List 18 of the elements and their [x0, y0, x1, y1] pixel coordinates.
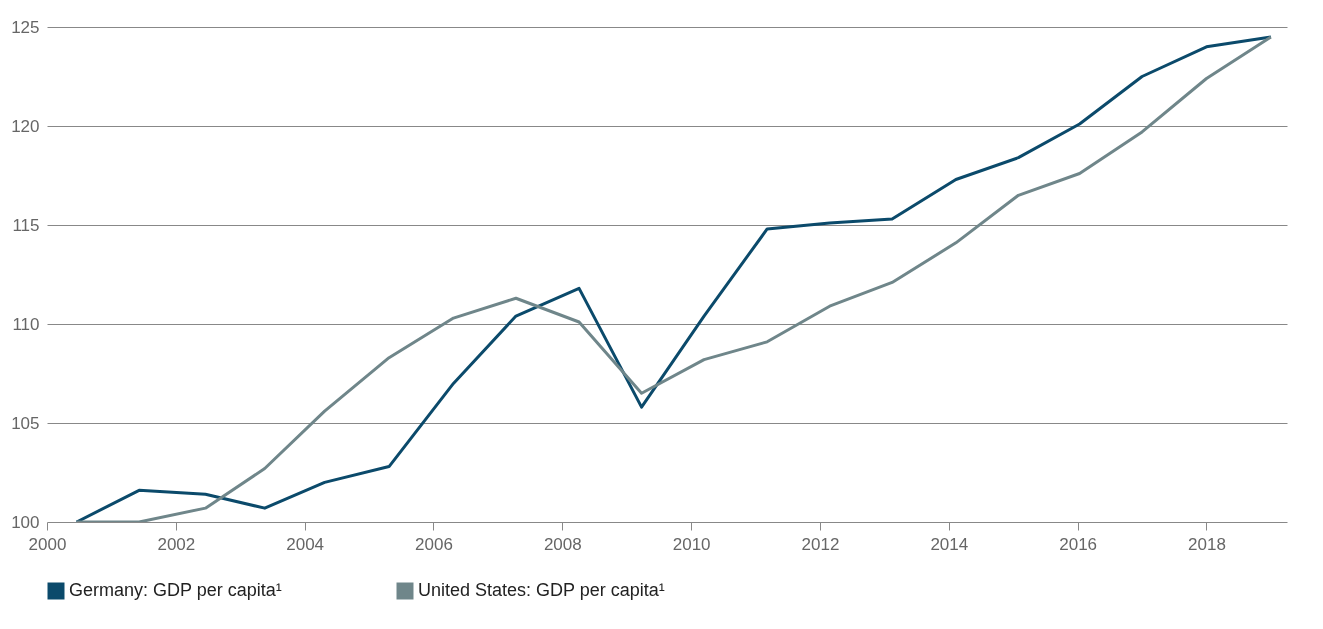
y-tick-label: 115: [12, 215, 40, 235]
x-tick-label: 2002: [157, 534, 196, 554]
x-tick-label: 2014: [930, 534, 969, 554]
legend-label: United States: GDP per capita¹: [418, 580, 665, 600]
y-tick-label: 110: [12, 314, 40, 334]
x-tick-label: 2018: [1188, 534, 1226, 554]
x-tick-label: 2006: [415, 534, 453, 554]
x-tick-label: 2008: [543, 534, 582, 554]
y-tick-label: 120: [11, 116, 40, 136]
x-tick-label: 2010: [672, 534, 711, 554]
x-tick-label: 2012: [801, 534, 840, 554]
y-tick-label: 105: [11, 413, 40, 433]
x-tick-label: 2016: [1059, 534, 1098, 554]
x-tick-label: 2000: [28, 534, 67, 554]
x-tick-label: 2004: [286, 534, 325, 554]
y-tick-label: 100: [11, 512, 40, 532]
legend-label: Germany: GDP per capita¹: [69, 580, 282, 600]
y-tick-label: 125: [11, 17, 40, 37]
